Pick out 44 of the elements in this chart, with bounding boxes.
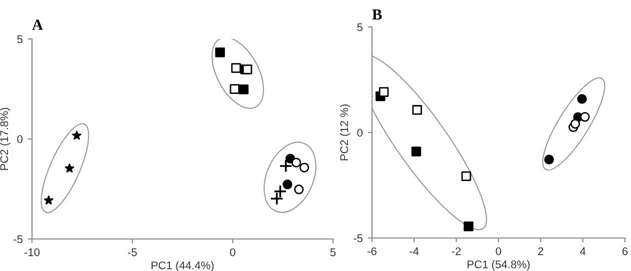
point	[64, 164, 74, 172]
point	[544, 154, 554, 164]
y-tick-label: -5	[14, 235, 23, 244]
point	[238, 84, 249, 94]
point	[44, 196, 54, 204]
x-tick-label: -10	[24, 248, 40, 256]
point	[577, 94, 587, 104]
point	[230, 84, 240, 94]
point	[279, 159, 293, 173]
y-axis-title: PC2 (17.8%)	[0, 108, 10, 170]
point	[412, 105, 422, 115]
x-tick-label: -5	[128, 248, 137, 256]
y-tick-label: 5	[17, 35, 23, 44]
y-tick-label: -5	[354, 234, 363, 242]
x-tick-label: 5	[330, 248, 336, 256]
x-tick-label: 0	[230, 248, 236, 256]
point	[411, 146, 422, 156]
x-axis-title: PC1 (54.8%)	[468, 260, 530, 271]
point	[72, 130, 82, 140]
point	[580, 112, 590, 122]
point	[215, 48, 225, 58]
point	[570, 118, 580, 129]
x-tick-label: 0	[496, 247, 502, 256]
point	[378, 87, 389, 97]
chart-title: A	[32, 20, 43, 30]
point	[461, 171, 472, 182]
point	[299, 162, 310, 172]
point	[464, 222, 474, 232]
x-tick-label: 4	[580, 247, 586, 256]
y-axis-title: PC2 (12 %)	[340, 104, 350, 160]
point	[291, 158, 302, 168]
x-tick-label: -4	[410, 247, 419, 256]
y-tick-label: 5	[357, 23, 363, 32]
x-tick-label: 6	[622, 247, 628, 256]
x-tick-label: -2	[452, 247, 461, 256]
point	[282, 180, 292, 190]
x-tick-label: -6	[368, 247, 376, 256]
chart-title: B	[372, 10, 382, 20]
point	[231, 63, 241, 73]
y-tick-label: 0	[17, 135, 23, 144]
point	[242, 64, 252, 74]
point	[294, 184, 304, 194]
x-tick-label: 2	[538, 247, 544, 256]
y-tick-label: 0	[357, 128, 363, 137]
